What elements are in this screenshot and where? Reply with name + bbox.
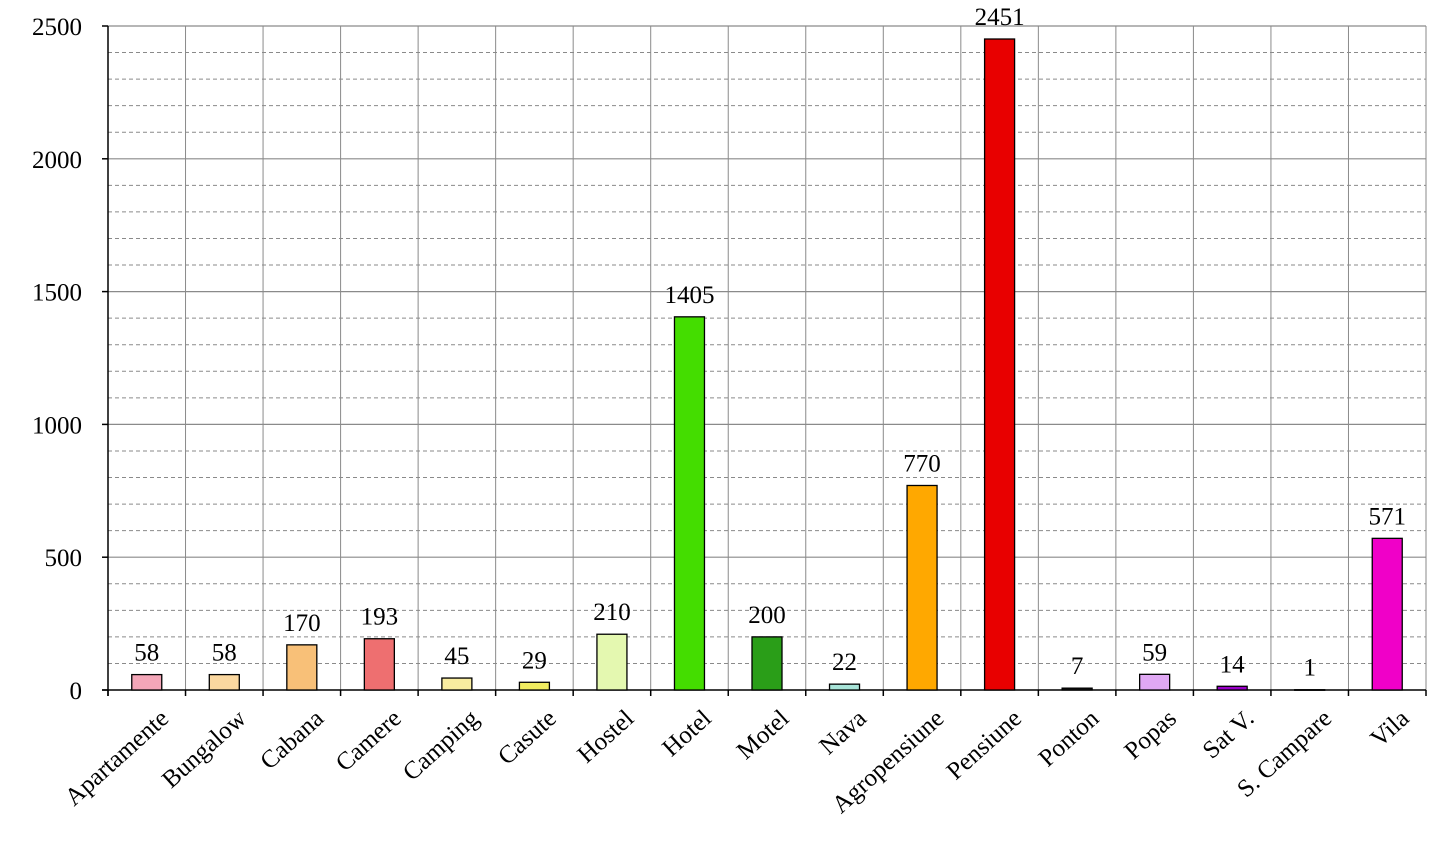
data-label: 14	[1220, 651, 1246, 678]
y-tick-label: 0	[70, 678, 83, 705]
bar-pensiune	[983, 38, 1016, 691]
y-tick-label: 1500	[32, 280, 82, 307]
category-label: Cabana	[255, 705, 329, 775]
bar-popas	[1138, 673, 1171, 691]
data-label: 58	[212, 640, 237, 667]
category-label: Apartamente	[60, 705, 174, 811]
bar-cabana	[286, 644, 318, 691]
bar-casute	[518, 681, 551, 691]
category-label: Hostel	[573, 705, 640, 769]
category-label: Sat V.	[1198, 705, 1260, 764]
category-label: Nava	[815, 705, 872, 760]
data-label: 770	[903, 450, 941, 477]
data-label: 29	[522, 647, 547, 674]
y-tick-label: 1000	[32, 412, 82, 439]
bar-camere	[363, 638, 396, 691]
bar-apartamente	[131, 673, 163, 691]
bar-nava	[828, 683, 861, 691]
data-label: 170	[283, 610, 321, 637]
data-label: 45	[444, 643, 469, 670]
data-label: 1405	[664, 282, 714, 309]
y-axis-ticks: 0 500 1000 1500 2000 2500	[32, 14, 82, 705]
bar-bungalow	[208, 673, 240, 691]
grid	[108, 25, 1427, 690]
bar-s-campare	[1294, 689, 1326, 691]
bars	[131, 38, 1403, 691]
y-tick-label: 2000	[32, 147, 82, 174]
data-labels: 58 58 170 193 45 29 210 1405 200 22 770 2451 7 59 14 1 5…	[134, 4, 1406, 682]
data-label: 22	[832, 649, 857, 676]
data-label: 2451	[975, 4, 1025, 31]
bar-hotel	[673, 316, 706, 691]
bar-camping	[441, 677, 473, 691]
category-label: Ponton	[1034, 705, 1105, 773]
category-label: Camere	[331, 705, 407, 777]
data-label: 58	[134, 640, 159, 667]
bar-hostel	[596, 633, 628, 691]
data-label: 193	[361, 604, 399, 631]
category-label: Bungalow	[157, 705, 251, 794]
category-label: Pensiune	[942, 705, 1027, 785]
bar-agropensiune	[906, 484, 938, 691]
bar-ponton	[1061, 687, 1093, 691]
data-label: 210	[593, 599, 631, 626]
category-label: Motel	[732, 705, 794, 765]
bar-sat-v	[1216, 685, 1248, 691]
bar-motel	[751, 636, 783, 691]
category-label: Popas	[1119, 705, 1181, 765]
category-label: Camping	[398, 705, 485, 787]
bar-vila	[1371, 537, 1403, 691]
data-label: 59	[1142, 639, 1167, 666]
data-label: 1	[1303, 655, 1316, 682]
y-tick-label: 500	[45, 545, 83, 572]
data-label: 200	[748, 602, 786, 629]
data-label: 7	[1071, 653, 1084, 680]
category-label: Casute	[493, 705, 562, 771]
y-tick-label: 2500	[32, 14, 82, 41]
data-label: 571	[1368, 503, 1406, 530]
category-label: Hotel	[657, 705, 716, 762]
axes	[102, 25, 1427, 696]
category-label: Vila	[1366, 705, 1415, 753]
